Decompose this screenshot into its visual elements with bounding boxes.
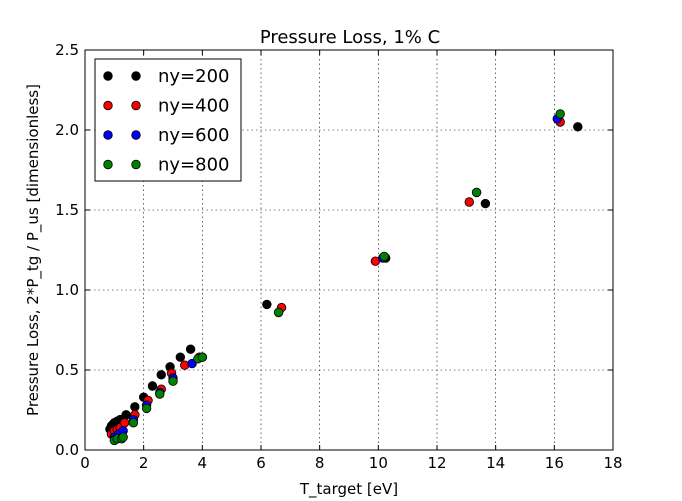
y-tick-label: 0.0 — [55, 441, 79, 459]
data-point — [573, 122, 583, 132]
x-tick-label: 16 — [545, 454, 564, 472]
legend-label: ny=200 — [158, 66, 230, 87]
data-point — [555, 109, 565, 119]
y-tick-label: 2.5 — [55, 41, 79, 59]
data-point — [379, 251, 389, 262]
y-tick-label: 1.5 — [55, 201, 79, 219]
legend-marker — [103, 100, 113, 111]
legend-marker — [131, 159, 141, 170]
x-tick-label: 8 — [315, 454, 325, 472]
y-tick-labels: 0.0 0.5 1.0 1.5 2.0 2.5 — [55, 41, 79, 459]
data-point — [155, 389, 165, 399]
x-tick-label: 18 — [603, 454, 622, 472]
y-tick-label: 2.0 — [55, 121, 79, 139]
data-point — [185, 344, 196, 354]
data-point — [471, 187, 482, 198]
data-point — [175, 352, 186, 362]
data-point — [156, 370, 166, 380]
x-tick-label: 2 — [139, 454, 149, 472]
data-point — [147, 381, 158, 391]
x-tick-label: 12 — [427, 454, 446, 472]
legend-entry: ny=600 — [103, 125, 230, 146]
x-tick-label: 0 — [80, 454, 90, 472]
legend-marker — [103, 130, 113, 140]
data-point — [119, 418, 130, 428]
data-point — [130, 402, 140, 412]
data-point — [197, 352, 208, 362]
data-point — [128, 418, 139, 428]
legend-marker — [131, 71, 141, 81]
data-point — [141, 403, 152, 414]
legend-marker — [103, 159, 113, 170]
data-point — [273, 307, 284, 318]
legend-marker — [103, 71, 113, 81]
plot-frame — [84, 49, 614, 451]
legend: ny=200 ny=400 ny=600 ny=800 — [94, 58, 242, 182]
legend-entry: ny=800 — [103, 155, 230, 176]
x-axis-label: T_target [eV] — [299, 480, 398, 499]
x-tick-label: 6 — [256, 454, 266, 472]
y-tick-label: 0.5 — [55, 361, 79, 379]
data-point — [464, 197, 474, 207]
data-points — [105, 109, 583, 446]
legend-marker — [131, 130, 141, 140]
legend-box — [94, 58, 242, 182]
x-tick-label: 4 — [198, 454, 208, 472]
y-tick-label: 1.0 — [55, 281, 79, 299]
x-tick-label: 10 — [369, 454, 388, 472]
legend-entry: ny=400 — [103, 96, 230, 117]
data-point — [480, 198, 491, 209]
grid-lines — [85, 50, 613, 450]
axis-ticks — [84, 49, 614, 451]
x-tick-label: 14 — [486, 454, 505, 472]
x-tick-labels: 0 2 4 6 8 10 12 14 16 18 — [80, 454, 622, 472]
legend-marker — [131, 100, 141, 111]
chart-title: Pressure Loss, 1% C — [260, 27, 440, 48]
data-point — [168, 376, 178, 386]
legend-label: ny=400 — [158, 96, 230, 117]
data-point — [262, 299, 272, 310]
legend-label: ny=600 — [158, 125, 230, 146]
series-ny-800 — [109, 109, 565, 446]
legend-entry: ny=200 — [103, 66, 230, 87]
legend-label: ny=800 — [158, 155, 230, 176]
data-point — [118, 432, 128, 442]
y-axis-label: Pressure Loss, 2*P_tg / P_us [dimensionl… — [24, 84, 43, 416]
